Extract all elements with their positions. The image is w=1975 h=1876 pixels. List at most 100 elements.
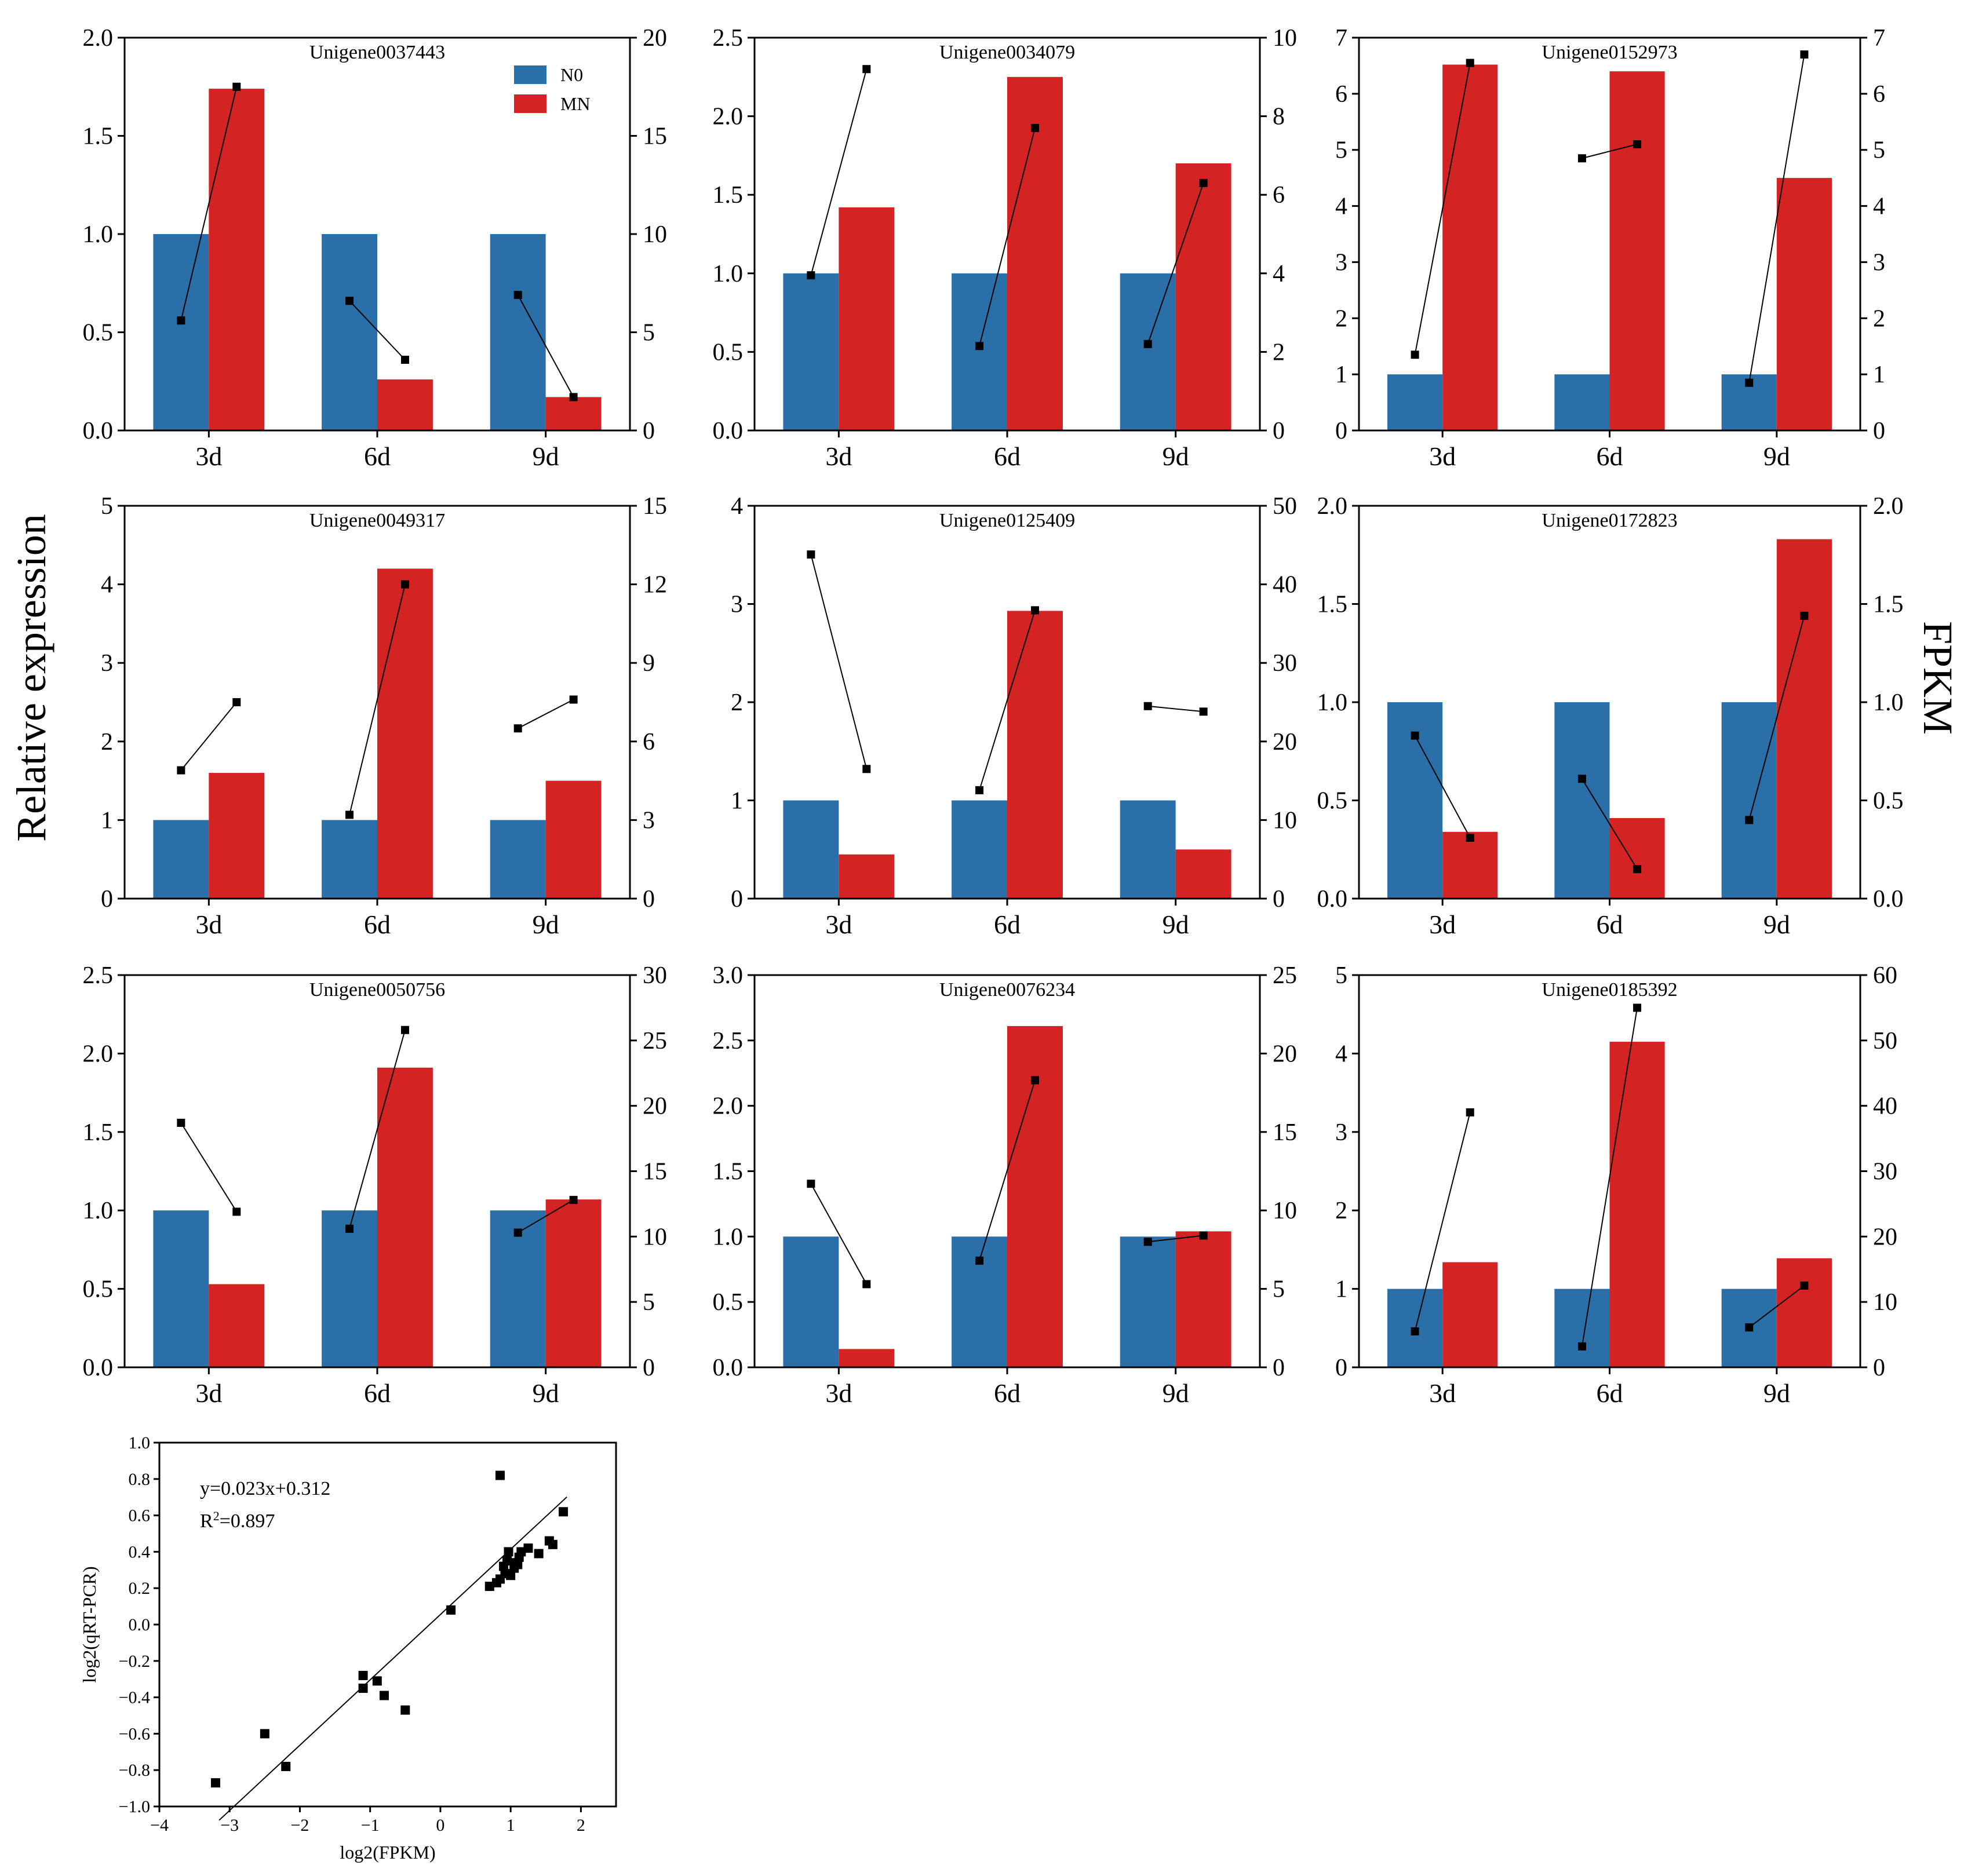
fpkm-line-9d [1147,183,1204,345]
left-tick-label: 2.0 [713,1093,744,1120]
scatter-point-24 [523,1543,533,1553]
left-tick-label: 2 [731,689,743,716]
fpkm-point-mn-6d [1633,865,1642,874]
left-tick-label: 5 [1335,962,1347,989]
scatter-point-6 [372,1676,382,1686]
fpkm-line-6d [979,1080,1036,1261]
scatter-point-1 [210,1778,220,1788]
x-tick-label-6d: 6d [994,441,1021,471]
left-tick-label: 0.0 [713,418,744,444]
bar-mn-3d [839,854,895,899]
fpkm-point-n0-9d [513,724,522,733]
right-tick-label: 6 [1273,182,1285,209]
x-tick-label-9d: 9d [533,1378,559,1408]
scatter-point-5 [358,1683,368,1693]
bar-mn-6d [1609,1042,1665,1367]
right-tick-label: 12 [643,572,667,598]
bar-n0-6d [1554,702,1610,899]
x-tick-label-6d: 6d [994,910,1021,939]
right-tick-label: 20 [1273,729,1297,755]
bar-mn-3d [839,1349,895,1367]
x-tick-label-6d: 6d [364,910,391,939]
bar-mn-9d [1175,849,1231,899]
fpkm-line-9d [1147,1235,1204,1243]
bar-mn-6d [377,1067,433,1367]
panel-title: Unigene0152973 [1542,42,1677,63]
right-tick-label: 15 [1273,1119,1297,1146]
scatter-y-tick-label: 0.6 [129,1506,151,1525]
fpkm-point-mn-9d [1800,611,1809,620]
fpkm-point-mn-6d [1633,140,1642,149]
x-tick-label-3d: 3d [1429,441,1456,471]
right-tick-label: 30 [1273,650,1297,677]
bar-n0-6d [322,234,377,430]
x-tick-label-9d: 9d [1163,441,1189,471]
left-tick-label: 2.0 [713,104,744,130]
fpkm-line-6d [349,584,406,815]
left-tick-label: 3 [1335,249,1347,276]
fpkm-line-9d [517,294,574,397]
bar-n0-9d [1120,1236,1176,1367]
legend-swatch-mn [514,94,546,113]
bar-panel-3: 3d 6d 9d 0 1 2 3 4 5 6 7 0 1 2 3 4 5 6 7 Unigene0152973 [1335,25,1885,471]
fpkm-line-9d [518,699,574,729]
left-tick-label: 1.5 [713,1159,744,1185]
legend-label-mn: MN [560,93,591,114]
left-tick-label: 1.0 [83,1198,114,1224]
x-tick-label-3d: 3d [825,1378,852,1408]
left-tick-label: 4 [101,572,113,598]
fpkm-point-mn-6d [1030,1076,1039,1085]
left-tick-label: 2.5 [713,25,744,52]
right-tick-label: 0.0 [1873,886,1904,913]
right-tick-label: 9 [643,650,655,677]
left-tick-label: 2 [1335,305,1347,332]
left-tick-label: 0 [1335,418,1347,444]
scatter-y-tick-label: −0.6 [119,1724,150,1743]
left-tick-label: 3.0 [713,962,744,989]
right-tick-label: 30 [643,962,667,989]
panels-layer: 3d 6d 9d0.00.51.01.52.005101520Unigene0037… [79,25,1904,1863]
bar-panel-2: 3d 6d 9d 0.0 0.5 1.0 1.5 2.0 2.5 0 2 4 6 8 10 Unigene00… [713,25,1298,471]
scatter-y-tick-label: 0.4 [129,1542,151,1561]
bar-n0-3d [783,1236,839,1367]
right-tick-label: 5 [1873,137,1885,164]
fpkm-point-n0-3d [1411,1327,1419,1335]
left-tick-label: 0.0 [1317,886,1348,913]
scatter-x-tick-label: −3 [220,1816,239,1835]
left-tick-label: 0.5 [1317,788,1348,815]
legend-swatch-n0 [514,65,546,84]
scatter-point-4 [358,1670,368,1680]
fpkm-line-3d [810,1183,868,1284]
scatter-point-17 [504,1547,513,1557]
fpkm-line-6d [1582,778,1638,870]
panel-title: Unigene0125409 [939,510,1075,531]
fpkm-point-n0-9d [1143,340,1152,348]
fpkm-point-mn-9d [1800,1281,1809,1290]
right-tick-label: 1.0 [1873,689,1904,716]
left-tick-label: 0.5 [83,320,114,346]
x-tick-label-6d: 6d [1597,441,1623,471]
x-tick-label-3d: 3d [1429,1378,1456,1408]
fpkm-point-mn-6d [1030,606,1039,615]
plot-frame [753,37,1261,432]
right-tick-label: 40 [1873,1093,1897,1120]
bar-mn-6d [377,379,433,430]
bar-mn-9d [545,780,602,899]
right-tick-label: 10 [1273,807,1297,834]
fit-line [218,1497,567,1821]
bar-n0-6d [322,820,377,899]
fpkm-point-mn-9d [569,1196,578,1205]
fpkm-point-n0-9d [1745,378,1754,387]
fpkm-line-3d [1414,63,1471,355]
fpkm-point-mn-3d [232,1207,241,1216]
x-tick-label-9d: 9d [533,441,559,471]
bar-mn-3d [1442,64,1498,430]
right-tick-label: 0.5 [1873,788,1904,815]
right-tick-label: 2 [1273,339,1285,366]
left-tick-label: 1.5 [83,1119,114,1146]
x-tick-label-3d: 3d [195,1378,222,1408]
fpkm-line-9d [1748,615,1805,820]
scatter-y-tick-label: 1.0 [129,1433,151,1452]
